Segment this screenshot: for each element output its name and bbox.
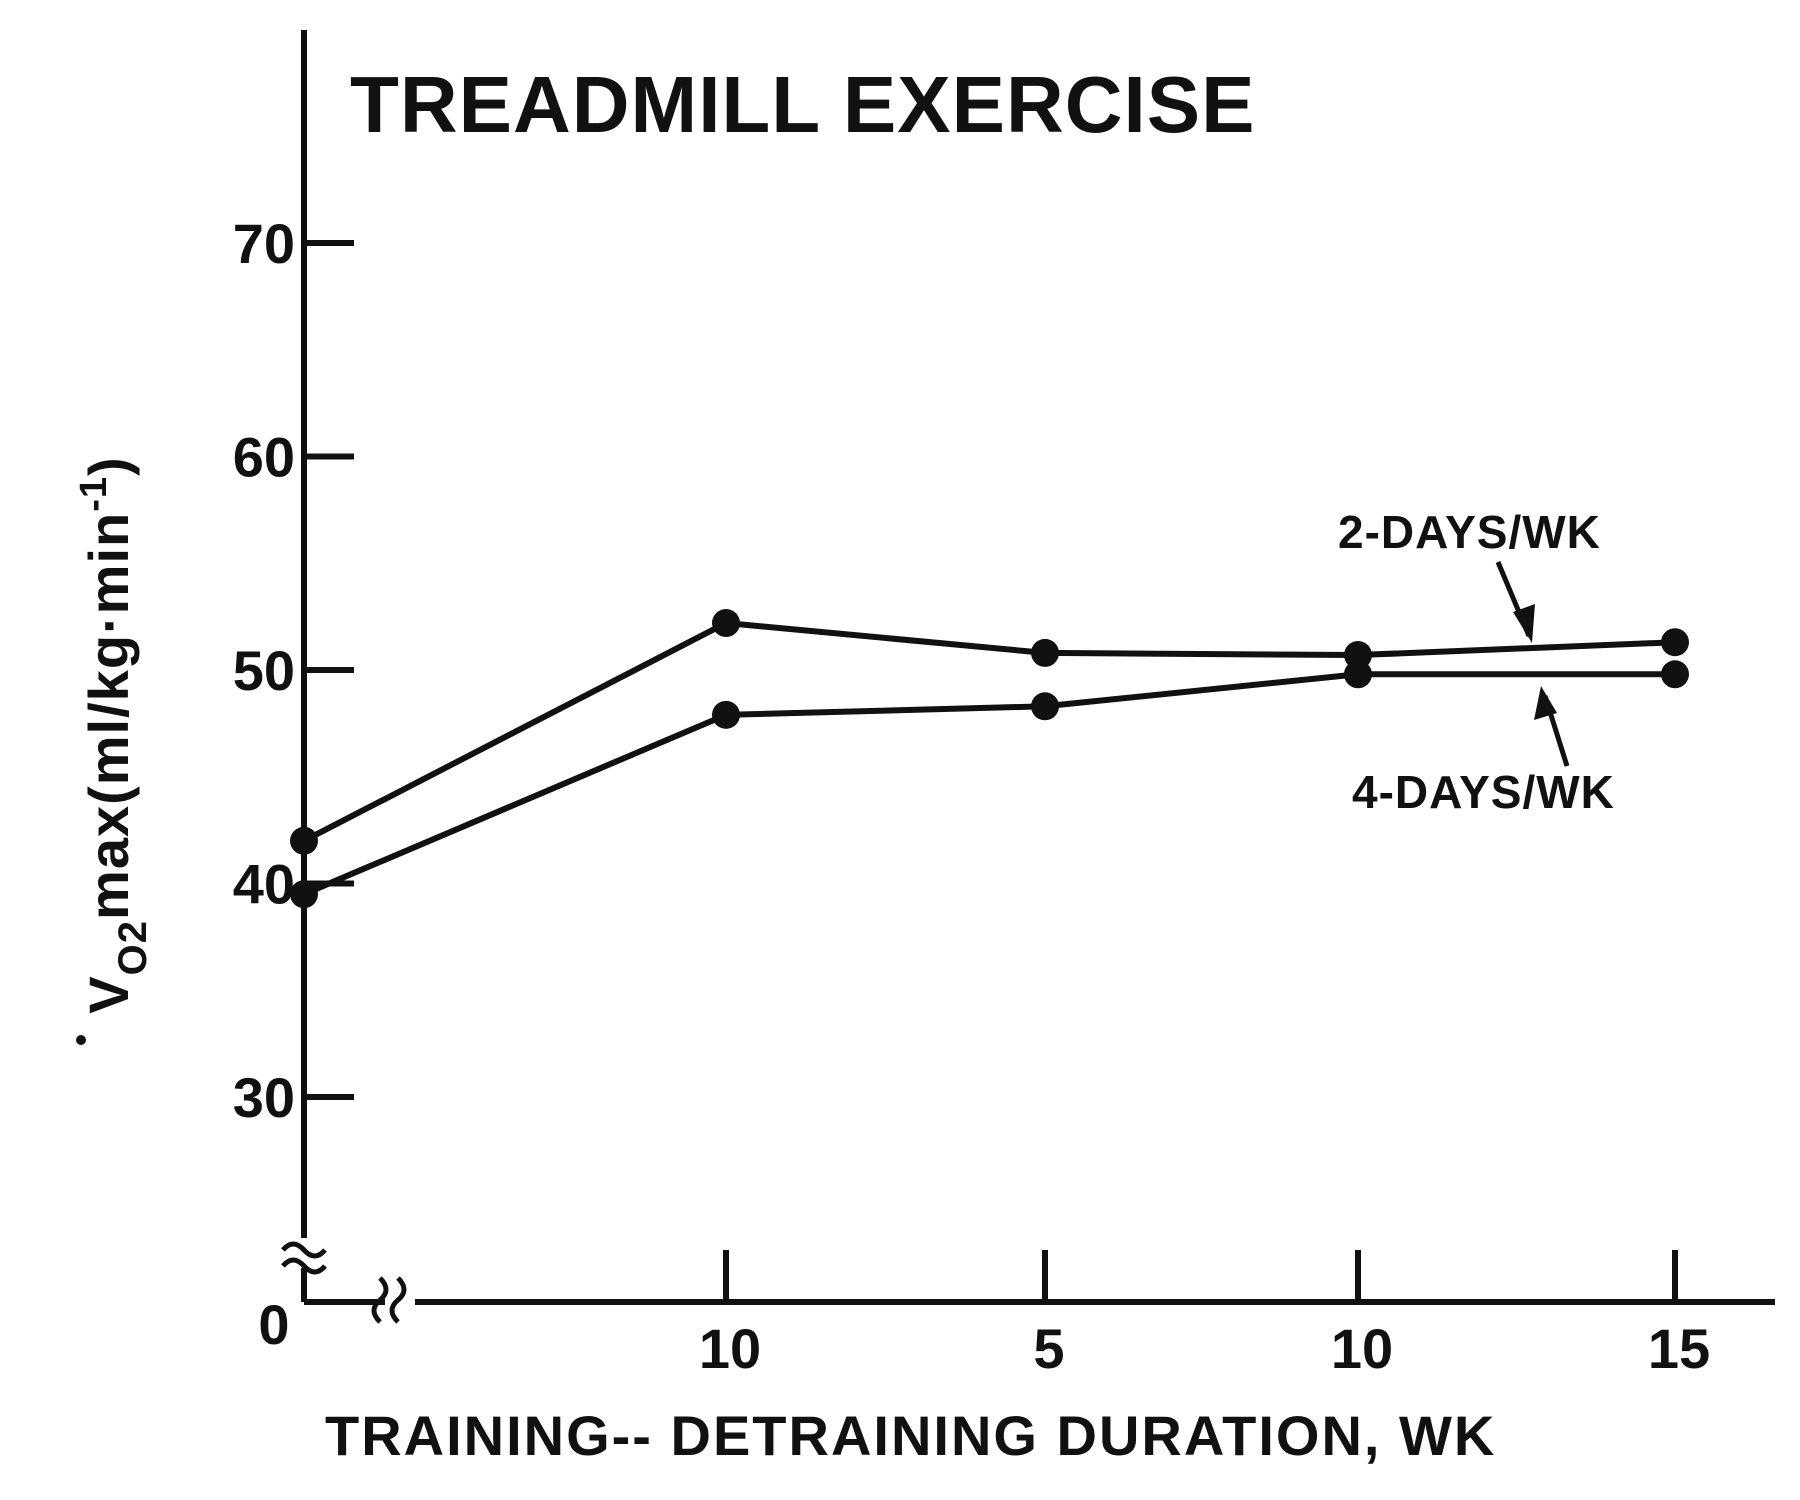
data-point-2-days-wk — [290, 826, 318, 855]
data-point-4-days-wk — [1031, 692, 1059, 721]
y-tick-label: 60 — [233, 426, 295, 489]
data-point-2-days-wk — [1344, 641, 1372, 670]
y-axis-break-mark — [281, 1241, 327, 1259]
data-point-4-days-wk — [290, 880, 318, 909]
x-tick-label: 5 — [1033, 1317, 1064, 1380]
data-point-4-days-wk — [1344, 660, 1372, 689]
x-tick-label: 10 — [699, 1317, 761, 1380]
chart-title: TREADMILL EXERCISE — [350, 60, 1256, 149]
x-tick-label: 15 — [1648, 1317, 1710, 1380]
y-tick-label: 50 — [233, 639, 295, 702]
y-tick-label: 40 — [233, 853, 295, 916]
data-point-2-days-wk — [1661, 628, 1689, 657]
series-points — [290, 609, 1689, 909]
y-axis-break-mark — [281, 1257, 327, 1275]
series-label-2-days: 2-DAYS/WK — [1338, 506, 1601, 558]
y-tick-label: 30 — [233, 1066, 295, 1129]
series-lines — [302, 620, 1676, 897]
x-ticks: 10 5 10 15 — [699, 1250, 1710, 1380]
y-label-main: max(ml/kg·min — [77, 512, 140, 920]
arrow-2-days-head — [1513, 604, 1535, 643]
y-ticks: 70 60 50 40 30 0 — [233, 212, 354, 1356]
data-point-4-days-wk — [1661, 660, 1689, 689]
data-point-4-days-wk — [712, 700, 740, 729]
y-label-subscript: O2 — [111, 920, 155, 975]
x-axis-break-mark — [371, 1276, 389, 1324]
y-tick-label: 70 — [233, 212, 295, 275]
y-label-dot — [76, 1035, 86, 1045]
y-axis-label: VO2max(ml/kg·min-1) — [73, 456, 155, 1045]
data-point-2-days-wk — [712, 609, 740, 638]
y-label-suffix: ) — [77, 456, 140, 476]
arrow-4-days-head — [1534, 686, 1557, 720]
svg-text:VO2max(ml/kg·min-1): VO2max(ml/kg·min-1) — [73, 456, 155, 1013]
y-tick-label: 0 — [258, 1293, 289, 1356]
y-label-superscript: -1 — [73, 476, 115, 512]
data-point-2-days-wk — [1031, 638, 1059, 667]
x-axis-break-gap — [385, 1284, 415, 1320]
x-axis-label: TRAINING-- DETRAINING DURATION, WK — [325, 1404, 1496, 1467]
y-label-prefix: V — [77, 975, 140, 1013]
x-tick-label: 10 — [1331, 1317, 1393, 1380]
x-axis-break-mark — [389, 1276, 407, 1324]
series-label-4-days: 4-DAYS/WK — [1352, 766, 1615, 818]
